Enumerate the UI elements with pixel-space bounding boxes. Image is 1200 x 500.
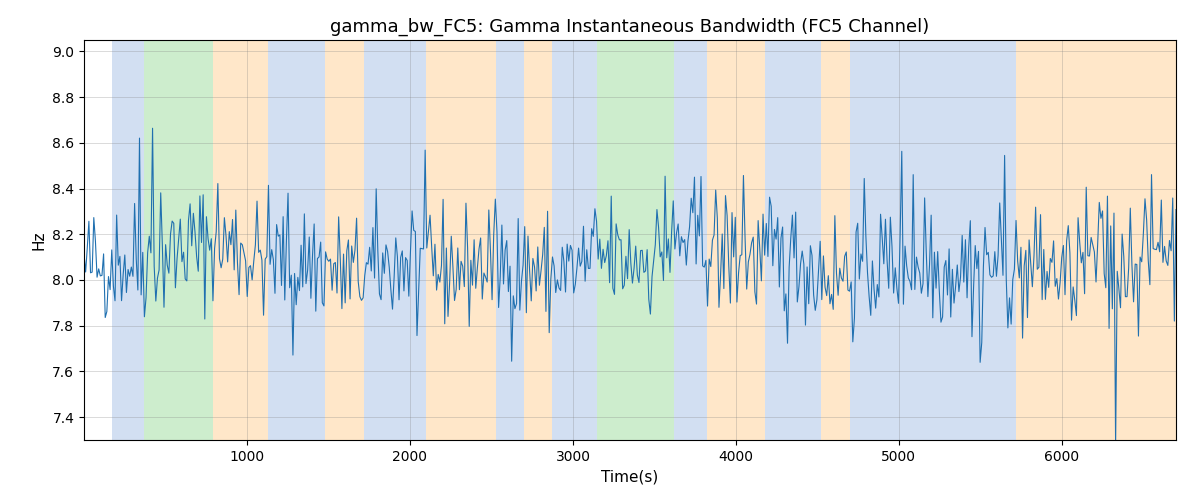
- Bar: [821, 40, 850, 440]
- X-axis label: Time(s): Time(s): [601, 470, 659, 484]
- Bar: [552, 40, 598, 440]
- Bar: [365, 40, 426, 440]
- Bar: [497, 40, 524, 440]
- Y-axis label: Hz: Hz: [31, 230, 47, 250]
- Bar: [524, 40, 552, 440]
- Bar: [766, 40, 821, 440]
- Bar: [268, 40, 325, 440]
- Title: gamma_bw_FC5: Gamma Instantaneous Bandwidth (FC5 Channel): gamma_bw_FC5: Gamma Instantaneous Bandwi…: [330, 18, 930, 36]
- Bar: [707, 40, 766, 440]
- Bar: [112, 40, 144, 440]
- Bar: [598, 40, 674, 440]
- Bar: [850, 40, 1016, 440]
- Bar: [1016, 40, 1176, 440]
- Bar: [144, 40, 212, 440]
- Bar: [426, 40, 497, 440]
- Bar: [674, 40, 707, 440]
- Bar: [325, 40, 365, 440]
- Bar: [212, 40, 268, 440]
